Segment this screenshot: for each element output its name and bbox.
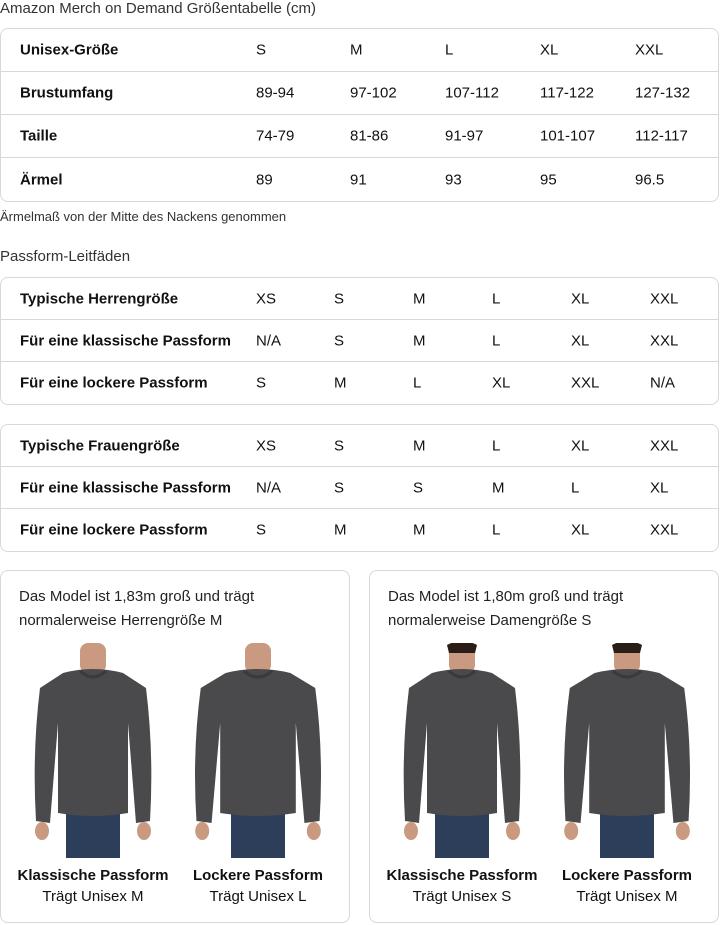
table-cell: N/A (256, 479, 282, 496)
table-cell: M (413, 437, 426, 454)
table-cell: M (492, 479, 505, 496)
table-row: Ärmel 89 91 93 95 96.5 (1, 158, 718, 201)
table-cell: 74-79 (256, 127, 295, 145)
table-cell: L (445, 41, 454, 59)
table-cell: XS (256, 290, 277, 307)
table-cell: M (350, 41, 363, 59)
fit-label: Lockere Passform Trägt Unisex L (192, 867, 324, 905)
table-cell: 117-122 (540, 84, 594, 102)
model-photo (552, 641, 702, 858)
row-label: Brustumfang (20, 84, 114, 102)
model-description: Das Model ist 1,80m groß und trägt normal… (388, 588, 624, 629)
table-row: Typische Frauengröße XS S M L XL XXL (1, 425, 718, 467)
table-cell: L (492, 437, 501, 454)
fit-label: Klassische Passform Trägt Unisex M (17, 867, 169, 905)
table-cell: 93 (445, 171, 462, 188)
table-cell: S (256, 41, 267, 59)
row-label: Typische Frauengröße (20, 437, 180, 454)
table-cell: 127-132 (635, 84, 691, 102)
table-cell: S (334, 332, 345, 349)
table-cell: M (334, 374, 347, 392)
table-cell: XXL (650, 521, 679, 539)
table-cell: 95 (540, 171, 557, 188)
table-cell: 89 (256, 171, 273, 188)
table-cell: S (334, 437, 345, 454)
women-fit-table: Typische Frauengröße XS S M L XL XXL Für eine k… (0, 424, 719, 552)
table-cell: M (413, 332, 426, 349)
table-cell: M (413, 521, 426, 539)
row-label: Für eine lockere Passform (20, 374, 208, 392)
men-fit-table: Typische Herrengröße XS S M L XL XXL Für eine k… (0, 277, 719, 405)
table-cell: N/A (650, 374, 676, 392)
women-model-card: Das Model ist 1,80m groß und trägt normal… (369, 570, 719, 923)
table-cell: 91 (350, 171, 367, 188)
size-table: Unisex-Größe S M L XL XXL Brustumfang 89-94 97-1… (0, 28, 719, 202)
table-cell: 81-86 (350, 127, 389, 145)
table-cell: L (492, 521, 501, 539)
table-cell: L (492, 332, 501, 349)
table-cell: S (334, 290, 345, 307)
table-cell: XS (256, 437, 277, 454)
table-row: Für eine klassische Passform N/A S M L XL XXL (1, 320, 718, 362)
table-row: Typische Herrengröße XS S M L XL XXL (1, 278, 718, 320)
row-label: Unisex-Größe (20, 41, 119, 59)
model-photo (18, 643, 168, 858)
table-cell: XL (650, 479, 669, 496)
model-photo (183, 643, 333, 858)
fit-label: Lockere Passform Trägt Unisex M (561, 867, 693, 905)
table-cell: XL (571, 521, 590, 539)
table-cell: M (413, 290, 426, 307)
row-label: Taille (20, 127, 58, 145)
sleeve-note: Ärmelmaß von der Mitte des Nackens genom… (0, 209, 287, 224)
table-row: Für eine lockere Passform S M L XL XXL N/A (1, 362, 718, 404)
table-cell: XL (571, 437, 590, 454)
table-cell: XXL (650, 332, 679, 349)
fit-label: Klassische Passform Trägt Unisex S (386, 867, 538, 905)
table-cell: M (334, 521, 347, 539)
row-label: Für eine klassische Passform (20, 332, 231, 349)
table-cell: XXL (650, 290, 679, 307)
table-cell: L (571, 479, 580, 496)
table-cell: S (256, 374, 267, 392)
table-cell: S (334, 479, 345, 496)
chart-title: Amazon Merch on Demand Größentabelle (cm… (0, 0, 316, 17)
fit-guide-title: Passform-Leitfäden (0, 248, 131, 265)
model-description: Das Model ist 1,83m groß und trägt normal… (19, 588, 255, 629)
men-model-card: Das Model ist 1,83m groß und trägt normal… (0, 570, 350, 923)
table-cell: 89-94 (256, 84, 295, 102)
table-cell: 101-107 (540, 127, 596, 145)
table-cell: 91-97 (445, 127, 484, 145)
table-cell: N/A (256, 332, 282, 349)
table-cell: 96.5 (635, 171, 665, 188)
table-row: Für eine klassische Passform N/A S S M L XL (1, 467, 718, 509)
table-cell: XXL (571, 374, 600, 392)
row-label: Für eine klassische Passform (20, 479, 231, 496)
row-label: Typische Herrengröße (20, 290, 179, 307)
table-cell: 107-112 (445, 84, 499, 102)
table-row: Taille 74-79 81-86 91-97 101-107 112-117 (1, 115, 718, 158)
table-cell: S (413, 479, 424, 496)
table-cell: 97-102 (350, 84, 397, 102)
table-cell: XL (492, 374, 511, 392)
table-cell: XXL (650, 437, 679, 454)
row-label: Ärmel (20, 171, 63, 188)
table-cell: XL (571, 290, 590, 307)
table-cell: L (413, 374, 422, 392)
table-row: Brustumfang 89-94 97-102 107-112 117-122 127-… (1, 72, 718, 115)
table-row: Unisex-Größe S M L XL XXL (1, 29, 718, 72)
table-cell: S (256, 521, 267, 539)
model-photo (387, 641, 537, 858)
table-cell: L (492, 290, 501, 307)
table-row: Für eine lockere Passform S M M L XL XXL (1, 509, 718, 551)
row-label: Für eine lockere Passform (20, 521, 208, 539)
table-cell: XXL (635, 41, 664, 59)
table-cell: 112-117 (635, 127, 688, 145)
table-cell: XL (571, 332, 590, 349)
table-cell: XL (540, 41, 559, 59)
